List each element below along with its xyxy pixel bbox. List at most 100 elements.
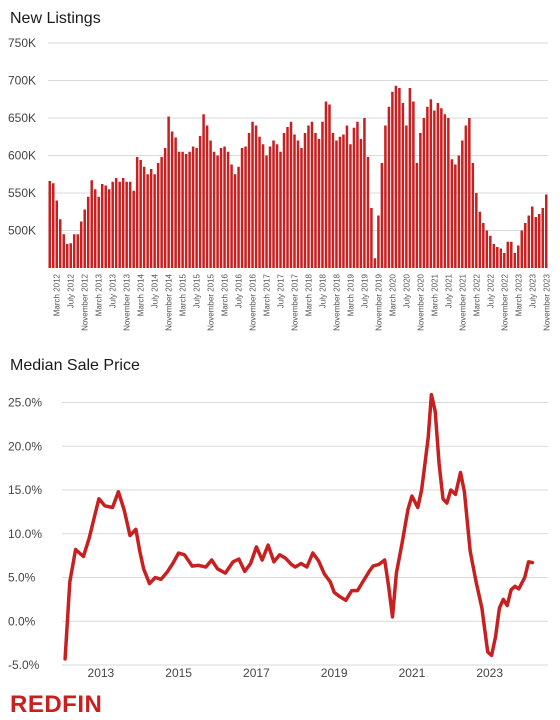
new-listings-bar	[275, 144, 279, 268]
new-listings-bar	[286, 127, 289, 268]
new-listings-bar	[489, 235, 492, 268]
new-listings-bar	[265, 155, 268, 268]
new-listings-bar	[282, 133, 286, 268]
new-listings-x-tick-label: March 2016	[221, 273, 230, 316]
new-listings-bar	[65, 244, 69, 268]
new-listings-x-tick-label: November 2021	[458, 273, 467, 330]
new-listings-bar	[394, 85, 398, 268]
new-listings-bar	[230, 164, 233, 268]
new-listings-bar	[366, 157, 370, 268]
new-listings-x-tick-label: July 2017	[277, 273, 286, 308]
new-listings-bar	[247, 133, 251, 268]
new-listings-x-tick-label: July 2020	[402, 273, 411, 308]
new-listings-bar	[279, 151, 282, 268]
new-listings-bar	[240, 148, 244, 268]
new-listings-bar	[146, 174, 149, 268]
new-listings-bar	[471, 163, 475, 268]
new-listings-bar	[443, 114, 447, 268]
new-listings-bar	[261, 144, 265, 268]
new-listings-bar	[167, 116, 170, 268]
median-sale-price-y-tick-label: 25.0%	[8, 396, 42, 410]
new-listings-bar	[293, 134, 296, 268]
new-listings-y-tick-label: 500K	[8, 224, 36, 238]
new-listings-bar	[496, 247, 499, 268]
new-listings-bar	[139, 160, 142, 268]
new-listings-bar	[387, 106, 391, 268]
new-listings-bar	[328, 104, 331, 268]
new-listings-bar	[300, 148, 303, 268]
new-listings-bar	[436, 103, 440, 268]
new-listings-bar	[69, 243, 72, 268]
new-listings-bar	[426, 106, 429, 268]
median-sale-price-y-tick-label: 0.0%	[8, 614, 36, 628]
new-listings-bar	[321, 121, 324, 268]
new-listings-bar	[184, 154, 188, 268]
new-listings-bar	[513, 253, 517, 268]
new-listings-bar	[188, 151, 191, 268]
new-listings-bar	[153, 174, 156, 268]
new-listings-bar	[114, 178, 118, 268]
new-listings-bar	[111, 181, 114, 268]
new-listings-bar	[79, 221, 83, 268]
new-listings-x-tick-label: November 2020	[416, 273, 425, 330]
median-sale-price-y-tick-label: 10.0%	[8, 527, 42, 541]
new-listings-title: New Listings	[10, 10, 101, 27]
new-listings-bar	[461, 140, 464, 268]
new-listings-bar	[408, 88, 412, 268]
new-listings-x-tick-label: July 2014	[151, 273, 160, 308]
median-sale-price-y-tick-label: 15.0%	[8, 483, 42, 497]
new-listings-bar	[440, 108, 443, 268]
new-listings-bar	[107, 189, 111, 268]
new-listings-x-tick-label: July 2023	[528, 273, 537, 308]
new-listings-bar	[100, 184, 104, 268]
new-listings-bar	[405, 125, 408, 268]
new-listings-bar	[76, 234, 79, 268]
new-listings-bar	[412, 101, 415, 268]
new-listings-bar	[205, 125, 209, 268]
new-listings-bars	[48, 85, 548, 268]
new-listings-bar	[296, 140, 300, 268]
new-listings-bar	[62, 234, 65, 268]
median-sale-price-x-tick-label: 2021	[399, 666, 426, 680]
new-listings-y-tick-label: 700K	[8, 74, 36, 88]
new-listings-bar	[482, 223, 485, 268]
new-listings-bar	[419, 133, 422, 268]
new-listings-x-tick-label: March 2012	[53, 273, 62, 316]
new-listings-x-tick-label: July 2016	[235, 273, 244, 308]
new-listings-bar	[118, 181, 121, 268]
median-sale-price-x-ticks: 2013 2015 2017 2019 2021 2023	[88, 666, 504, 680]
new-listings-bar	[121, 178, 125, 268]
new-listings-bar	[212, 151, 216, 268]
redfin-logo: REDFIN	[10, 691, 102, 718]
new-listings-bar	[104, 185, 107, 268]
new-listings-bar	[520, 230, 524, 268]
new-listings-bar	[478, 211, 482, 268]
new-listings-bar	[510, 241, 513, 268]
new-listings-bar	[233, 174, 237, 268]
new-listings-bar	[149, 169, 153, 268]
new-listings-bar	[160, 157, 163, 268]
new-listings-bar	[307, 125, 310, 268]
new-listings-bar	[83, 209, 86, 268]
new-listings-bar	[219, 148, 223, 268]
new-listings-bar	[86, 196, 90, 268]
new-listings-y-tick-label: 750K	[8, 36, 36, 50]
new-listings-x-tick-label: July 2018	[318, 273, 327, 308]
new-listings-bar	[48, 181, 52, 268]
new-listings-y-tick-label: 550K	[8, 186, 36, 200]
new-listings-x-tick-label: March 2017	[263, 273, 272, 316]
new-listings-x-tick-label: March 2021	[430, 273, 439, 316]
new-listings-bar	[384, 125, 387, 268]
new-listings-x-tick-label: November 2012	[81, 273, 90, 330]
new-listings-bar	[468, 118, 471, 268]
new-listings-bar	[429, 99, 433, 268]
new-listings-x-tick-label: November 2013	[123, 273, 132, 330]
new-listings-bar	[191, 146, 195, 268]
new-listings-x-tick-label: July 2015	[193, 273, 202, 308]
new-listings-bar	[237, 166, 240, 268]
new-listings-bar	[132, 190, 135, 268]
new-listings-x-tick-label: July 2022	[486, 273, 495, 308]
new-listings-bar	[251, 121, 254, 268]
new-listings-bar	[517, 245, 520, 268]
new-listings-bar	[544, 194, 548, 268]
